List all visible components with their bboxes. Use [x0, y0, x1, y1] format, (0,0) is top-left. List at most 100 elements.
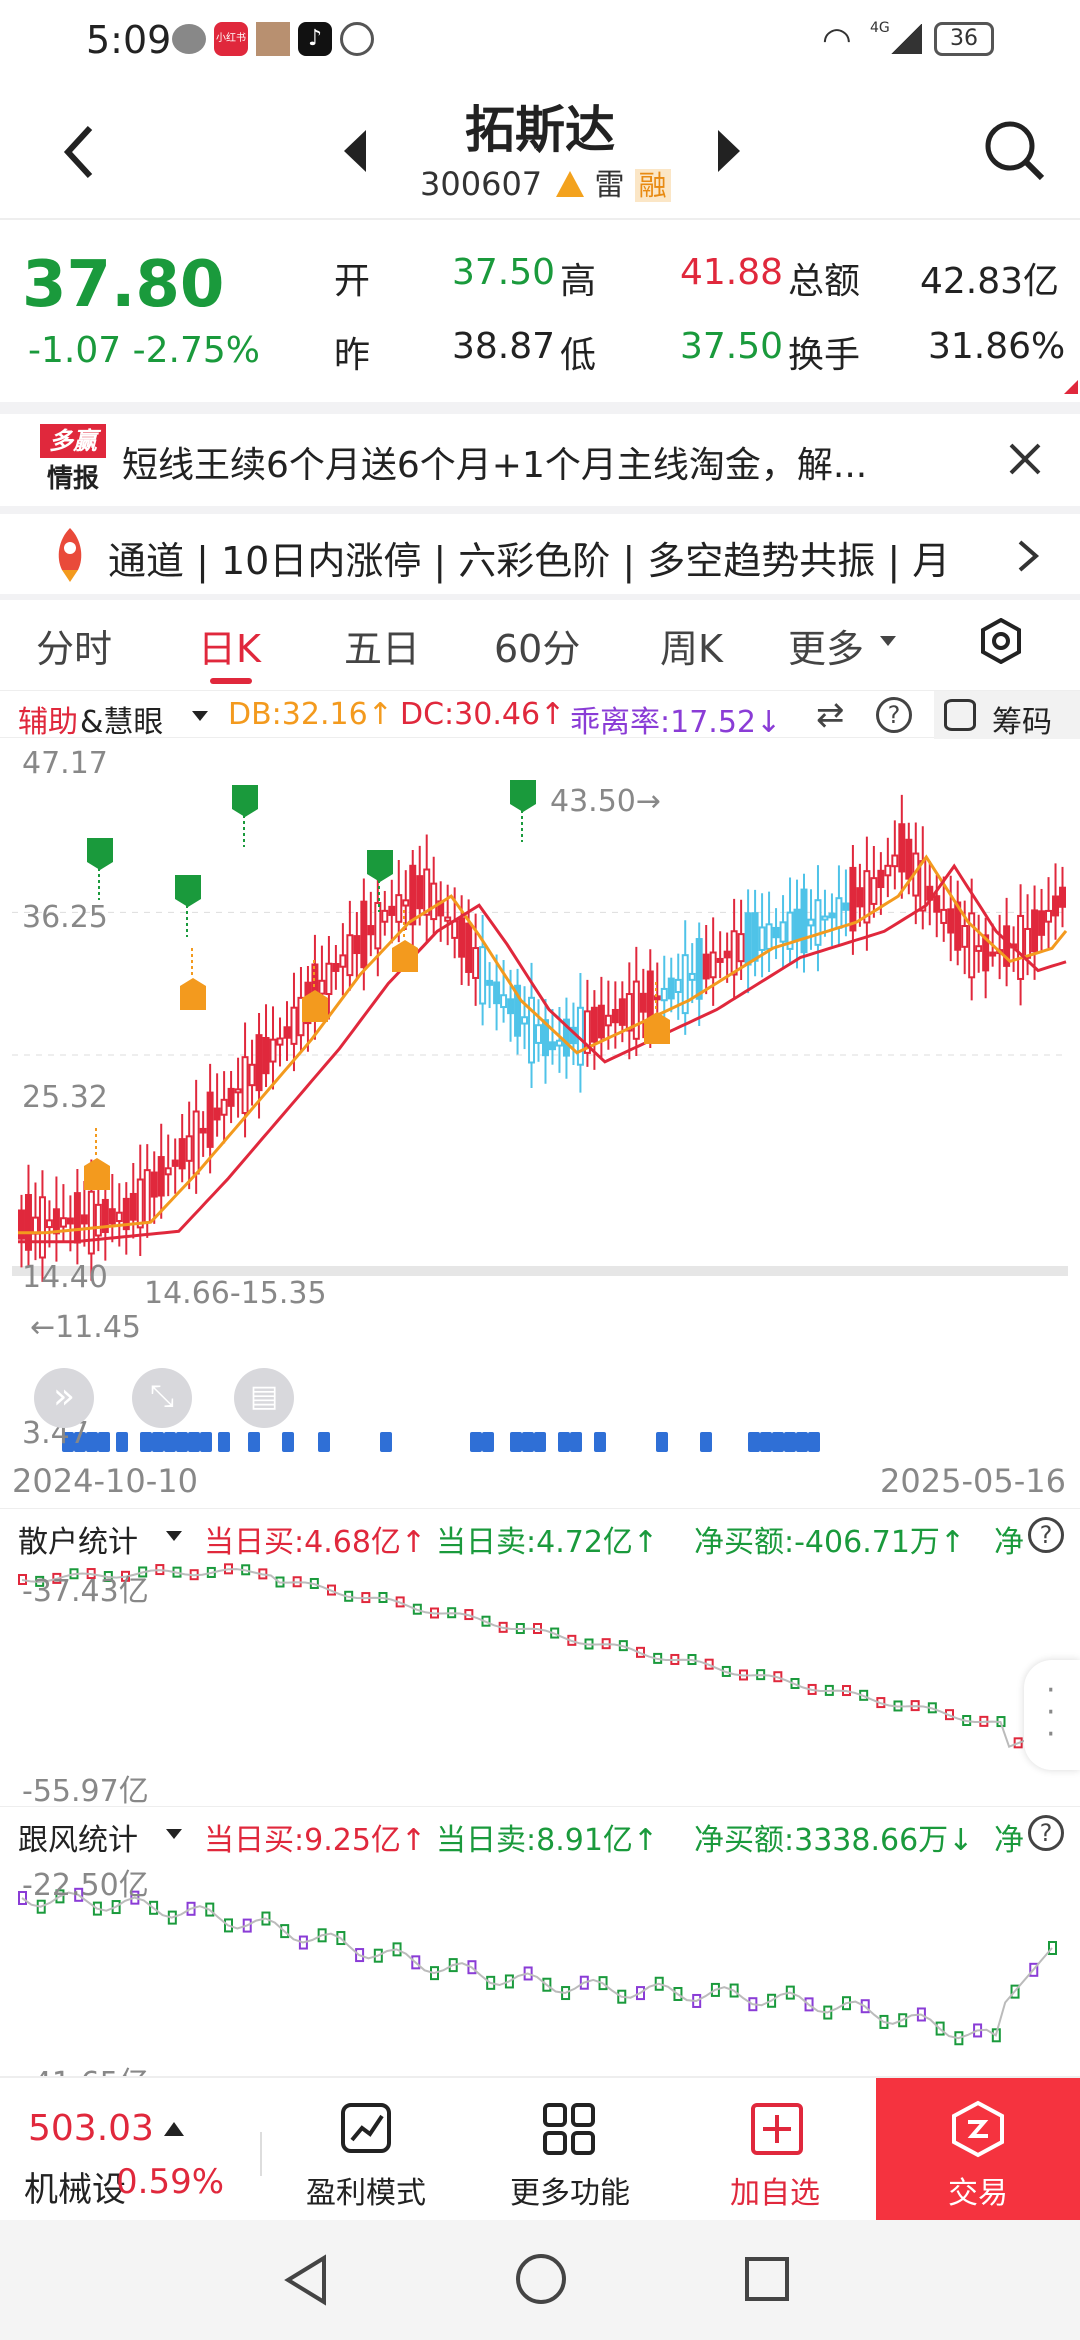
follow-buy: 当日买:9.25亿↑: [204, 1823, 427, 1858]
candle-body: [625, 993, 633, 1032]
candle-body: [772, 926, 780, 939]
add-square-icon: [751, 2103, 803, 2155]
warning-icon: [556, 171, 585, 197]
candle-body: [989, 951, 997, 957]
follow-dropdown-icon[interactable]: [166, 1829, 182, 1839]
indicator-dc: DC:30.46↑: [400, 697, 566, 732]
candle-body: [318, 979, 326, 995]
period-tabs: 分时 日K 五日 60分 周K 更多: [0, 598, 1080, 688]
candle-body: [444, 916, 452, 922]
announcement-badge: [218, 1432, 230, 1452]
profit-mode-button[interactable]: 盈利模式: [290, 2078, 440, 2222]
nav-back-icon[interactable]: [282, 2254, 330, 2306]
status-time: 5:09: [86, 18, 172, 62]
sell-marker: [232, 785, 258, 817]
candle-body: [115, 1211, 123, 1223]
tab-fenshi[interactable]: 分时: [36, 627, 113, 671]
close-icon[interactable]: [1008, 442, 1042, 476]
follow-net: 净买额:3338.66万↓: [694, 1823, 974, 1858]
expand-corner-icon[interactable]: [1064, 380, 1078, 394]
retail-y-bottom: -55.97亿: [22, 1774, 149, 1809]
banner-text[interactable]: 短线王续6个月送6个月+1个月主线淘金，解...: [122, 445, 868, 486]
promo-banner[interactable]: 多赢 情报 短线王续6个月送6个月+1个月主线淘金，解...: [0, 414, 1080, 506]
candle-body: [828, 912, 836, 919]
low-label: 低: [560, 335, 597, 376]
chevron-right-icon[interactable]: [1016, 538, 1040, 574]
more-functions-button[interactable]: 更多功能: [494, 2078, 644, 2222]
amount-value: 42.83亿: [920, 261, 1060, 302]
announcement-badge: [534, 1432, 546, 1452]
next-stock-icon[interactable]: [714, 128, 744, 174]
candle-body: [206, 1091, 214, 1148]
y-label-2: 36.25: [22, 900, 108, 935]
candle-body: [919, 860, 927, 912]
turnover-value: 31.86%: [928, 326, 1066, 367]
indicator-name-b[interactable]: &慧眼: [80, 705, 164, 740]
candle-body: [276, 1037, 284, 1046]
expand-circle-icon[interactable]: ⤡: [132, 1368, 192, 1428]
nav-home-icon[interactable]: [514, 2252, 568, 2306]
y-label-4: 14.40: [22, 1260, 108, 1295]
kline-chart[interactable]: [12, 740, 1068, 1460]
tag-lei[interactable]: 雷: [594, 168, 625, 203]
candle-body: [1059, 886, 1066, 908]
announcement-badge: [140, 1432, 152, 1452]
candle-body: [18, 1209, 25, 1240]
announcement-badge: [470, 1432, 482, 1452]
indicator-dropdown-icon[interactable]: [192, 711, 208, 721]
buy-marker: [180, 978, 206, 1010]
candle-body: [283, 1026, 291, 1039]
candle-body: [486, 979, 494, 986]
candle-body: [583, 1010, 591, 1054]
tab-more[interactable]: 更多: [788, 627, 865, 671]
help-icon[interactable]: ?: [876, 697, 912, 733]
tab-daily-k[interactable]: 日K: [198, 627, 261, 671]
candle-body: [262, 1036, 270, 1075]
candle-body: [24, 1194, 32, 1251]
side-menu-handle[interactable]: [1024, 1660, 1080, 1770]
candle-body: [87, 1190, 95, 1255]
add-watchlist-button[interactable]: 加自选: [702, 2078, 852, 2222]
wifi-icon: ◠: [822, 20, 852, 60]
tab-weekly-k[interactable]: 周K: [660, 627, 723, 671]
indicator-name-a[interactable]: 辅助: [18, 705, 78, 740]
candle-body: [409, 864, 417, 926]
candle-body: [45, 1219, 53, 1229]
more-dots-icon[interactable]: · · ·: [1046, 1673, 1056, 1752]
nav-recents-icon[interactable]: [744, 2256, 790, 2302]
retail-help-icon[interactable]: ?: [1028, 1517, 1064, 1553]
chevron-down-icon[interactable]: [880, 636, 896, 646]
retail-dropdown-icon[interactable]: [166, 1531, 182, 1541]
swap-icon[interactable]: ⇄: [816, 695, 845, 735]
feature-bar[interactable]: 通道 | 10日内涨停 | 六彩色阶 | 多空趋势共振 | 月: [0, 514, 1080, 594]
candle-body: [1045, 909, 1053, 923]
candle-body: [332, 963, 340, 972]
search-icon[interactable]: [982, 118, 1046, 182]
prev-stock-icon[interactable]: [340, 128, 370, 174]
announcement-badge: [558, 1432, 570, 1452]
candle-body: [213, 1107, 221, 1121]
trade-button[interactable]: 交易: [876, 2078, 1080, 2222]
low-point-label: ←11.45: [30, 1310, 142, 1345]
announcement-badge: [482, 1432, 494, 1452]
retail-stats-name[interactable]: 散户统计: [18, 1525, 138, 1560]
candle-body: [458, 917, 466, 958]
forward-circle-icon[interactable]: »: [34, 1368, 94, 1428]
follow-stats-name[interactable]: 跟风统计: [18, 1823, 138, 1858]
tab-five-day[interactable]: 五日: [344, 627, 421, 671]
add-watchlist-label: 加自选: [730, 2176, 820, 2211]
tab-60min[interactable]: 60分: [494, 627, 581, 671]
settings-icon[interactable]: [980, 618, 1022, 664]
back-arrow-icon[interactable]: [60, 122, 100, 182]
feature-bar-text[interactable]: 通道 | 10日内涨停 | 六彩色阶 | 多空趋势共振 | 月: [108, 539, 951, 583]
image-circle-icon[interactable]: ▤: [234, 1368, 294, 1428]
tag-rong[interactable]: 融: [634, 169, 671, 202]
retail-sell: 当日卖:4.72亿↑: [436, 1525, 659, 1560]
chips-label[interactable]: 筹码: [992, 705, 1052, 740]
follow-help-icon[interactable]: ?: [1028, 1815, 1064, 1851]
sector-index[interactable]: 503.03 机械设 0.59%: [0, 2078, 260, 2222]
database-icon: [944, 699, 976, 731]
amount-label: 总额: [788, 261, 861, 302]
candle-body: [863, 870, 871, 924]
candle-body: [339, 954, 347, 968]
